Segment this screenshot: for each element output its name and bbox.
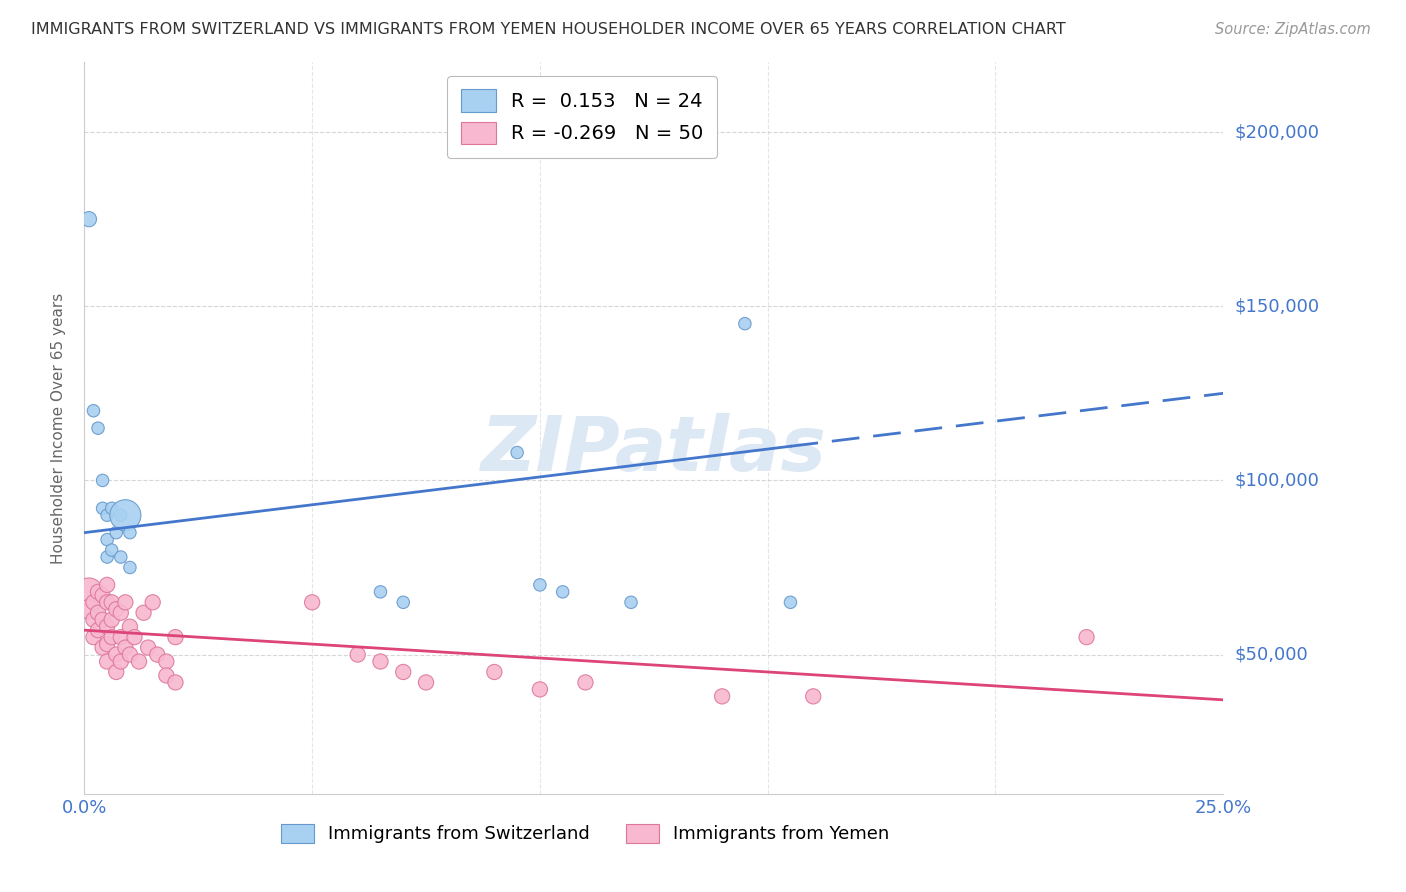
Point — [301, 595, 323, 609]
Point — [100, 630, 122, 644]
Point — [146, 648, 169, 662]
Point — [155, 655, 177, 669]
Point — [77, 585, 100, 599]
Point — [165, 630, 187, 644]
Point — [91, 588, 114, 602]
Point — [392, 665, 415, 679]
Point — [96, 637, 118, 651]
Point — [118, 620, 141, 634]
Point — [620, 595, 643, 609]
Point — [110, 508, 132, 523]
Point — [124, 630, 146, 644]
Point — [91, 501, 114, 516]
Point — [110, 549, 132, 564]
Point — [87, 421, 110, 435]
Point — [96, 508, 118, 523]
Point — [574, 675, 596, 690]
Point — [484, 665, 506, 679]
Point — [136, 640, 159, 655]
Point — [91, 474, 114, 488]
Point — [155, 668, 177, 682]
Point — [506, 445, 529, 459]
Point — [100, 543, 122, 558]
Point — [1076, 630, 1098, 644]
Point — [529, 682, 551, 697]
Point — [415, 675, 437, 690]
Text: IMMIGRANTS FROM SWITZERLAND VS IMMIGRANTS FROM YEMEN HOUSEHOLDER INCOME OVER 65 : IMMIGRANTS FROM SWITZERLAND VS IMMIGRANT… — [31, 22, 1066, 37]
Point — [82, 630, 104, 644]
Point — [132, 606, 155, 620]
Point — [370, 655, 392, 669]
Point — [118, 648, 141, 662]
Text: $100,000: $100,000 — [1234, 471, 1319, 490]
Legend: Immigrants from Switzerland, Immigrants from Yemen: Immigrants from Switzerland, Immigrants … — [274, 817, 897, 851]
Point — [118, 560, 141, 574]
Y-axis label: Householder Income Over 65 years: Householder Income Over 65 years — [51, 293, 66, 564]
Point — [734, 317, 756, 331]
Point — [96, 655, 118, 669]
Point — [142, 595, 165, 609]
Point — [529, 578, 551, 592]
Text: ZIPatlas: ZIPatlas — [481, 413, 827, 487]
Point — [105, 648, 128, 662]
Point — [105, 525, 128, 540]
Point — [110, 630, 132, 644]
Point — [110, 606, 132, 620]
Text: Source: ZipAtlas.com: Source: ZipAtlas.com — [1215, 22, 1371, 37]
Point — [105, 665, 128, 679]
Point — [87, 585, 110, 599]
Point — [711, 690, 734, 704]
Point — [114, 595, 136, 609]
Point — [370, 585, 392, 599]
Point — [346, 648, 368, 662]
Point — [779, 595, 801, 609]
Point — [96, 595, 118, 609]
Point — [91, 640, 114, 655]
Point — [91, 613, 114, 627]
Text: $50,000: $50,000 — [1234, 646, 1308, 664]
Point — [128, 655, 150, 669]
Point — [82, 403, 104, 417]
Point — [801, 690, 824, 704]
Point — [551, 585, 574, 599]
Point — [96, 578, 118, 592]
Point — [87, 606, 110, 620]
Point — [82, 595, 104, 609]
Point — [110, 655, 132, 669]
Point — [100, 501, 122, 516]
Text: $150,000: $150,000 — [1234, 297, 1319, 315]
Point — [165, 675, 187, 690]
Text: $200,000: $200,000 — [1234, 123, 1319, 141]
Point — [77, 212, 100, 227]
Point — [114, 508, 136, 523]
Point — [96, 549, 118, 564]
Point — [96, 533, 118, 547]
Point — [87, 623, 110, 637]
Point — [96, 620, 118, 634]
Point — [114, 640, 136, 655]
Point — [100, 595, 122, 609]
Point — [392, 595, 415, 609]
Point — [105, 602, 128, 616]
Point — [100, 613, 122, 627]
Point — [77, 602, 100, 616]
Point — [118, 525, 141, 540]
Point — [82, 613, 104, 627]
